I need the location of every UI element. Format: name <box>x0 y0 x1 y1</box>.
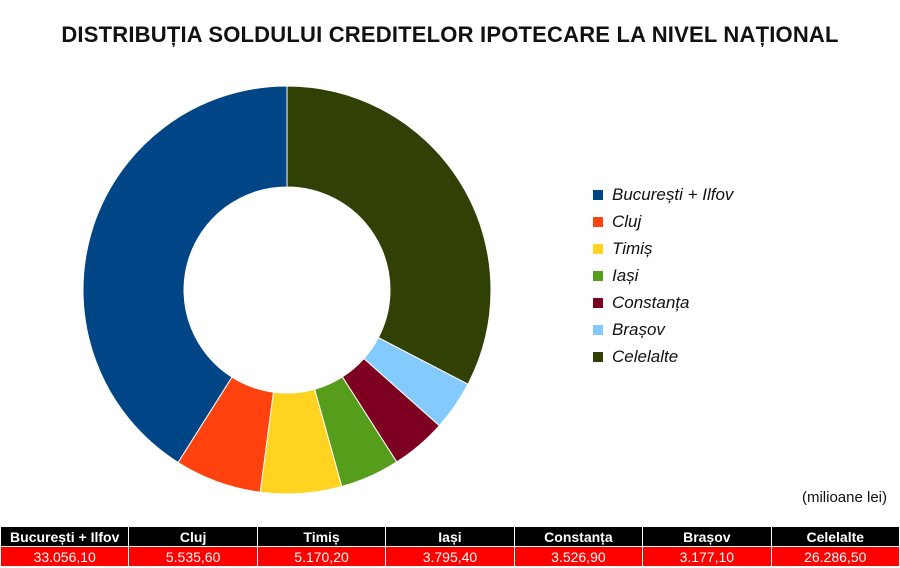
legend-label: Brașov <box>612 319 665 339</box>
legend-swatch <box>593 297 603 308</box>
table-values-row: 33.056,10 5.535,60 5.170,20 3.795,40 3.526,9… <box>0 546 900 567</box>
table-header-row: București + Ilfov Cluj Timiș Iași Constanța B… <box>0 526 900 547</box>
legend-item: Brașov <box>593 316 733 343</box>
legend-swatch <box>593 243 603 254</box>
table-header-cell: Constanța <box>513 526 644 547</box>
slice-celelalte <box>286 85 492 385</box>
table-header-cell: Brașov <box>642 526 772 547</box>
table-header-cell: Cluj <box>128 526 258 547</box>
table-value-cell: 26.286,50 <box>770 546 900 567</box>
table-header-cell: București + Ilfov <box>0 526 130 547</box>
legend-item: Cluj <box>593 208 733 235</box>
data-table: București + Ilfov Cluj Timiș Iași Constanța B… <box>0 526 900 567</box>
legend-swatch <box>593 351 603 362</box>
legend-swatch <box>593 216 603 227</box>
legend: București + Ilfov Cluj Timiș Iași Constanța B… <box>593 181 733 370</box>
legend-label: Cluj <box>612 211 642 231</box>
table-header-cell: Celelalte <box>770 526 900 547</box>
legend-swatch <box>593 270 603 281</box>
slice-bucure-ti-ilfov <box>82 85 288 464</box>
table-value-cell: 3.526,90 <box>513 546 644 567</box>
table-header-cell: Timiș <box>256 526 387 547</box>
legend-item: București + Ilfov <box>593 181 733 208</box>
table-header-cell: Iași <box>385 526 515 547</box>
unit-note: (milioane lei) <box>801 489 887 506</box>
legend-label: București + Ilfov <box>612 184 734 204</box>
table-value-cell: 5.170,20 <box>256 546 387 567</box>
legend-swatch <box>593 189 603 200</box>
legend-swatch <box>593 324 603 335</box>
legend-item: Constanța <box>593 289 733 316</box>
legend-item: Timiș <box>593 235 733 262</box>
chart-title: DISTRIBUȚIA SOLDULUI CREDITELOR IPOTECAR… <box>61 22 839 47</box>
legend-label: Celelalte <box>612 346 679 366</box>
legend-label: Iași <box>612 265 639 285</box>
table-value-cell: 3.795,40 <box>385 546 515 567</box>
legend-item: Celelalte <box>593 343 733 370</box>
table-value-cell: 33.056,10 <box>0 546 130 567</box>
legend-label: Constanța <box>612 292 690 312</box>
legend-item: Iași <box>593 262 733 289</box>
table-value-cell: 5.535,60 <box>128 546 258 567</box>
legend-label: Timiș <box>612 238 653 258</box>
table-value-cell: 3.177,10 <box>642 546 772 567</box>
